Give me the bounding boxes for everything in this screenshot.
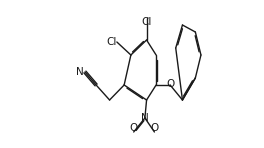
Text: Cl: Cl: [106, 37, 116, 47]
Text: O: O: [130, 123, 138, 133]
Text: N: N: [141, 113, 149, 123]
Text: N: N: [76, 67, 84, 77]
Text: O: O: [150, 123, 159, 133]
Text: Cl: Cl: [142, 17, 152, 26]
Text: O: O: [166, 79, 174, 89]
